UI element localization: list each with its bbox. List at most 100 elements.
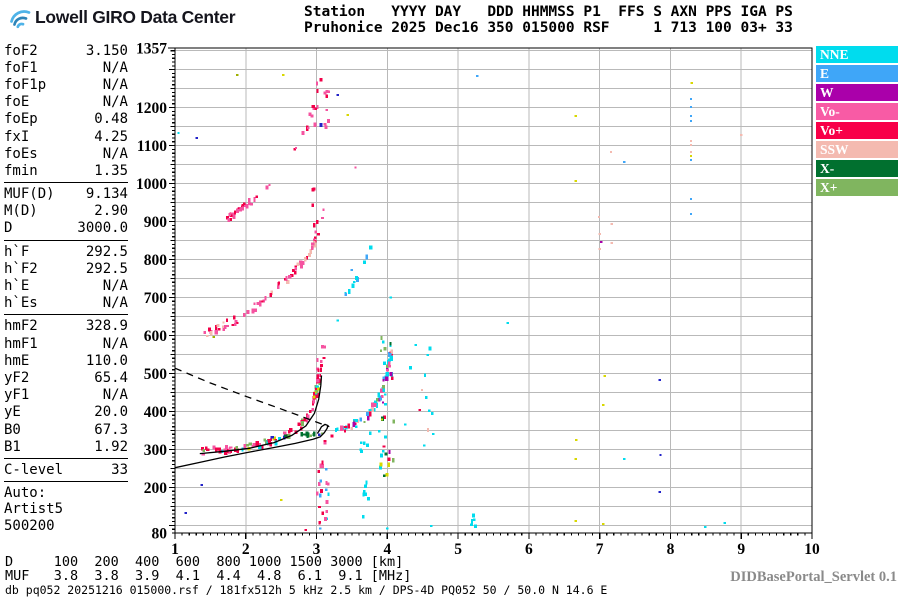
param-label: h`F [4, 243, 30, 260]
param-label: foE [4, 94, 30, 111]
param-label: foEp [4, 111, 38, 128]
param-label: hmF1 [4, 335, 38, 352]
station-header-line1: Station YYYY DAY DDD HHMMSS P1 FFS S AXN… [304, 4, 793, 20]
param-row-hmf2: hmF2 328.9 [4, 318, 128, 335]
param-row-hmf1: hmF1 N/A [4, 335, 128, 352]
x-tick-label: 10 [804, 541, 820, 558]
param-value: 65.4 [94, 369, 128, 386]
y-tick-label: 1000 [136, 176, 167, 193]
y-tick-label: 800 [144, 252, 168, 269]
measurement-status-line: db pq052 20251216 015000.rsf / 181fx512h… [5, 583, 608, 597]
param-row-b1: B1 1.92 [4, 438, 128, 455]
autoscaling-info-line: 500200 [4, 517, 55, 534]
x-tick-label: 7 [596, 541, 604, 558]
distance-row: D 100 200 400 600 800 1000 1500 3000 [km… [5, 554, 404, 570]
y-tick-label: 600 [144, 328, 168, 345]
param-label: C-level [4, 461, 64, 478]
param-separator [4, 182, 128, 183]
param-row-fof1: foF1 N/A [4, 59, 128, 76]
param-separator [4, 457, 128, 459]
x-tick-label: 4 [383, 541, 391, 558]
param-row-fxi: fxI 4.25 [4, 128, 128, 145]
legend-item-w: W [816, 84, 898, 101]
param-value: 1.92 [94, 438, 128, 455]
param-label: h`Es [4, 295, 38, 312]
y-tick-label: 700 [144, 290, 168, 307]
y-tick-label: 1100 [137, 138, 167, 155]
param-label: yF1 [4, 387, 30, 404]
param-row-md: M(D) 2.90 [4, 203, 128, 220]
param-label: yF2 [4, 369, 30, 386]
param-value: 292.5 [85, 260, 128, 277]
param-value: N/A [102, 145, 128, 162]
param-label: MUF(D) [4, 186, 55, 203]
profile-curves-layer [175, 367, 330, 469]
station-header-line2: Pruhonice 2025 Dec16 350 015000 RSF 1 71… [304, 19, 793, 36]
param-value: N/A [102, 295, 128, 312]
param-row-clevel: C-level 33 [4, 461, 128, 478]
param-row-hes: h`Es N/A [4, 295, 128, 312]
param-label: B1 [4, 438, 21, 455]
param-row-b0: B0 67.3 [4, 421, 128, 438]
y-tick-label: 1200 [136, 100, 167, 117]
param-label: hmF2 [4, 318, 38, 335]
param-value: 3.150 [85, 42, 128, 59]
axis-layer [168, 47, 813, 539]
param-separator [4, 481, 128, 482]
param-value: 4.25 [94, 128, 128, 145]
param-value: N/A [102, 59, 128, 76]
param-row-yf2: yF2 65.4 [4, 369, 128, 386]
x-tick-label: 6 [525, 541, 533, 558]
param-separator [4, 239, 128, 241]
muf-transmission-curve [175, 367, 330, 428]
param-row-d: D 3000.0 [4, 220, 128, 237]
giro-wave-icon [10, 10, 31, 29]
param-value: N/A [102, 94, 128, 111]
x-tick-label: 2 [242, 541, 250, 558]
echo-dots-layer [177, 74, 743, 531]
param-label: hmE [4, 352, 30, 369]
param-label: foF2 [4, 42, 38, 59]
y-tick-label: 300 [144, 442, 168, 459]
muf-row: MUF 3.8 3.8 3.9 4.1 4.4 4.8 6.1 9.1 [MHz… [5, 568, 412, 584]
autoscaling-info-line: Auto: [4, 484, 47, 501]
param-row-foe: foE N/A [4, 94, 128, 111]
legend-item-nne: NNE [816, 46, 898, 63]
param-row-hme: hmE 110.0 [4, 352, 128, 369]
grid-layer [175, 48, 812, 533]
echo-direction-legend: NNE E W Vo- Vo+ SSW X- X+ [816, 46, 898, 198]
param-row-ye: yE 20.0 [4, 404, 128, 421]
x-tick-label: 1 [171, 541, 179, 558]
x-tick-label: 5 [454, 541, 462, 558]
param-label: h`F2 [4, 260, 38, 277]
autoscaling-info-line: Artist5 [4, 501, 64, 518]
y-tick-label: 1357 [136, 41, 167, 58]
servlet-version-label: DIDBasePortal_Servlet 0.1 [730, 569, 897, 585]
param-value: 67.3 [94, 421, 128, 438]
legend-item-ssw: SSW [816, 141, 898, 158]
param-value: 33 [111, 461, 128, 478]
legend-item-e: E [816, 65, 898, 82]
param-row-foes: foEs N/A [4, 145, 128, 162]
param-row-yf1: yF1 N/A [4, 387, 128, 404]
lowell-giro-logo: Lowell GIRO Data Center [8, 5, 236, 29]
param-value: N/A [102, 335, 128, 352]
param-row-mufd: MUF(D) 9.134 [4, 186, 128, 203]
param-label: fxI [4, 128, 30, 145]
param-label: yE [4, 404, 21, 421]
param-value: 292.5 [85, 243, 128, 260]
x-tick-label: 9 [737, 541, 745, 558]
param-label: fmin [4, 162, 38, 179]
legend-item-vo: Vo- [816, 103, 898, 120]
legend-item-vo: Vo+ [816, 122, 898, 139]
y-tick-label: 200 [144, 480, 168, 497]
param-label: foF1p [4, 76, 47, 93]
param-label: foEs [4, 145, 38, 162]
true-height-profile [175, 423, 329, 469]
param-value: N/A [102, 278, 128, 295]
param-row-fof2: foF2 3.150 [4, 42, 128, 59]
param-separator [4, 314, 128, 316]
param-label: h`E [4, 278, 30, 295]
y-tick-label: 500 [144, 366, 168, 383]
